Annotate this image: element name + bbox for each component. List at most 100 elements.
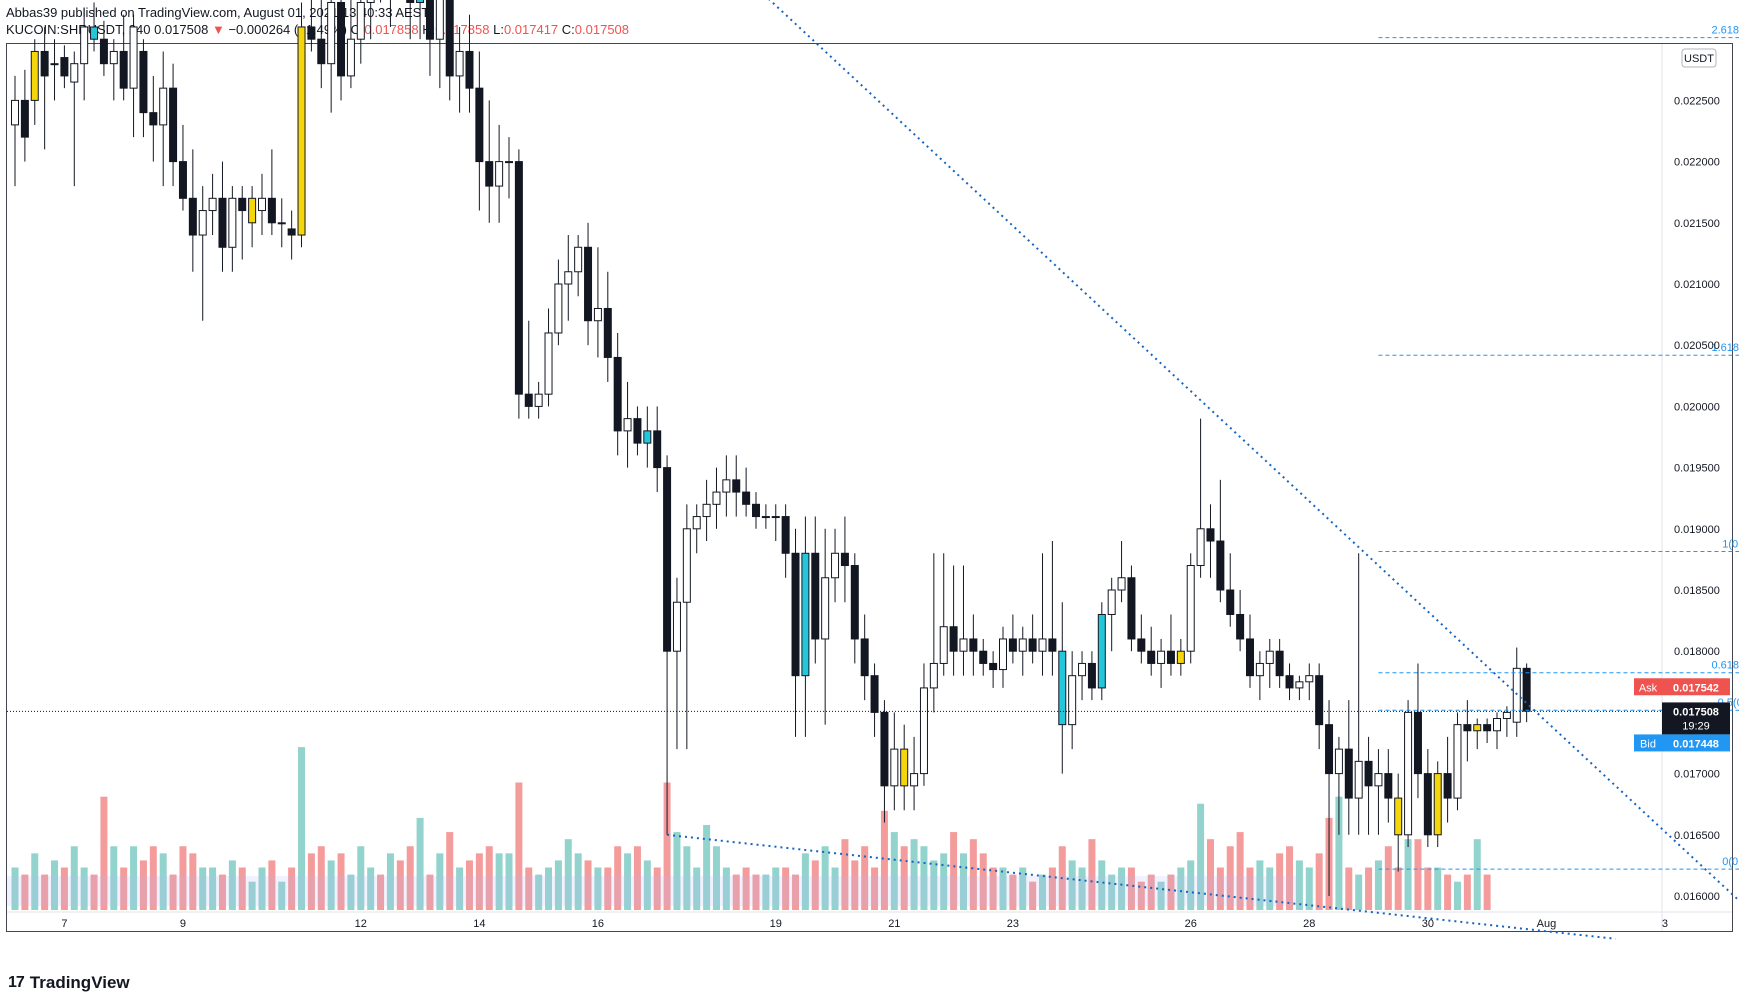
- volume-bar: [851, 860, 859, 910]
- candle-body: [327, 1, 336, 65]
- tradingview-footer: 17 TradingView: [8, 973, 130, 993]
- candle-body: [1493, 718, 1501, 732]
- time-tick-label: 30: [1422, 918, 1434, 930]
- volume-bar: [1078, 867, 1086, 910]
- open-value: 0.017858: [364, 22, 419, 37]
- candle-body: [337, 1, 346, 77]
- last-price-box: [1662, 702, 1730, 735]
- candle-body: [1433, 773, 1442, 836]
- volume-bar: [228, 860, 236, 910]
- volume-bar: [604, 867, 612, 910]
- volume-bar: [1098, 860, 1106, 910]
- candle-body: [455, 50, 464, 77]
- volume-bar: [1127, 867, 1135, 910]
- volume-bar: [1414, 839, 1422, 910]
- candle-body: [564, 271, 573, 285]
- candle-body: [1226, 589, 1235, 615]
- candle-body: [1354, 760, 1363, 799]
- volume-bar: [673, 832, 681, 910]
- candle-body: [880, 711, 889, 787]
- candle-body: [356, 1, 365, 40]
- time-tick-label: 3: [1662, 918, 1668, 930]
- candle-body: [1068, 675, 1077, 726]
- volume-bar: [693, 867, 701, 910]
- volume-bar: [485, 846, 493, 910]
- volume-bar: [248, 881, 256, 910]
- volume-bar: [218, 874, 226, 910]
- candle-body: [593, 307, 602, 322]
- candle-body: [416, 0, 425, 3]
- volume-bar: [70, 846, 78, 910]
- candle-body: [1315, 675, 1324, 726]
- candle-body: [1522, 667, 1531, 712]
- bid-value: 0.017448: [1673, 738, 1719, 750]
- volume-bar: [1147, 874, 1155, 910]
- chart-frame[interactable]: [6, 43, 1733, 932]
- price-tick-label: 0.020000: [1674, 401, 1720, 413]
- volume-bar: [732, 874, 740, 910]
- candle-body: [1166, 650, 1175, 664]
- volume-bar: [574, 853, 582, 910]
- volume-bar: [1374, 860, 1382, 910]
- volume-bar: [60, 867, 68, 910]
- countdown-value: 19:29: [1682, 720, 1710, 732]
- volume-bar: [456, 867, 464, 910]
- volume-bar: [1167, 874, 1175, 910]
- candle-body: [425, 0, 434, 40]
- candle-body: [712, 491, 721, 505]
- candle-body: [722, 479, 731, 493]
- time-tick-label: 12: [355, 918, 367, 930]
- volume-bar: [782, 867, 790, 910]
- volume-bar: [238, 867, 246, 910]
- candle-body: [1364, 760, 1373, 787]
- volume-bar: [950, 832, 958, 910]
- volume-bar: [396, 860, 404, 910]
- volume-bar: [298, 747, 306, 910]
- candle-body: [890, 748, 899, 787]
- candle-body: [149, 112, 158, 126]
- candle-body: [1008, 638, 1017, 652]
- volume-bar: [416, 817, 424, 910]
- volume-bar: [1118, 867, 1126, 910]
- candle-body: [1216, 540, 1225, 591]
- volume-bar: [1039, 874, 1047, 910]
- volume-bar: [663, 782, 671, 910]
- candle-body: [139, 50, 148, 114]
- volume-bar: [831, 867, 839, 910]
- candle-body: [1453, 724, 1462, 799]
- candle-body: [534, 393, 543, 407]
- candle-body: [989, 662, 998, 671]
- candle-body: [248, 197, 257, 224]
- volume-bar: [979, 853, 987, 910]
- volume-bar: [1088, 839, 1096, 910]
- candle-body: [524, 393, 533, 407]
- volume-bar: [278, 881, 286, 910]
- volume-bar: [288, 867, 296, 910]
- volume-bar: [772, 867, 780, 910]
- volume-bar: [90, 874, 98, 910]
- candle-body: [702, 503, 711, 518]
- candle-body: [346, 38, 355, 77]
- volume-bar: [1157, 881, 1165, 910]
- volume-bar: [465, 860, 473, 910]
- last-price: 0.017508: [154, 22, 209, 37]
- candle-body: [178, 161, 187, 199]
- candle-body: [919, 687, 928, 775]
- candle-body: [465, 50, 474, 89]
- candle-body: [910, 773, 919, 787]
- volume-bar: [149, 846, 157, 910]
- tradingview-logo-icon: 17: [8, 974, 25, 991]
- candle-body: [1078, 662, 1087, 677]
- volume-bar: [1048, 867, 1056, 910]
- symbol-name[interactable]: KUCOIN:SHRUSDT, 240: [6, 22, 151, 37]
- volume-bar: [475, 853, 483, 910]
- volume-bar: [1355, 874, 1363, 910]
- candle-body: [633, 418, 642, 444]
- candle-body: [1157, 650, 1166, 664]
- volume-bar: [189, 853, 197, 910]
- candle-body: [1443, 773, 1452, 799]
- candle-body: [119, 50, 128, 89]
- volume-bar: [535, 874, 543, 910]
- volume-bar: [436, 853, 444, 910]
